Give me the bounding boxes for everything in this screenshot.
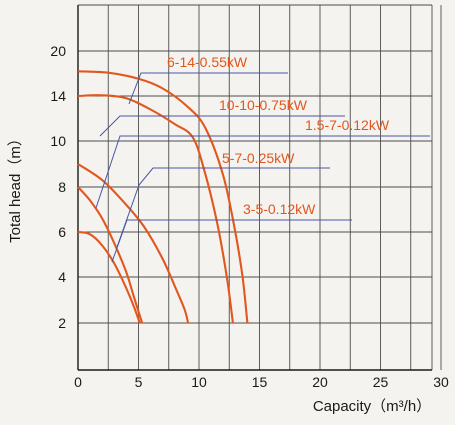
performance-curve — [77, 186, 144, 324]
performance-curve — [77, 94, 234, 324]
y-tick-label: 2 — [58, 315, 66, 331]
y-axis-title: Total head（m） — [7, 131, 24, 243]
label-leader-line — [111, 219, 243, 263]
series-label: 3-5-0.12kW — [243, 201, 316, 217]
x-tick-label: 20 — [312, 374, 328, 390]
y-tick-label: 8 — [58, 179, 66, 195]
y-tick-label: 10 — [50, 133, 66, 149]
x-tick-label: 0 — [74, 374, 82, 390]
label-leader-line — [116, 167, 220, 248]
performance-curve — [77, 230, 141, 324]
x-tick-label: 5 — [135, 374, 143, 390]
series-label: 1.5-7-0.12kW — [305, 117, 390, 133]
x-tick-label: 15 — [252, 374, 268, 390]
performance-curve — [77, 70, 249, 324]
series-label: 10-10-0.75kW — [219, 97, 308, 113]
x-tick-label: 10 — [191, 374, 207, 390]
x-axis-title: Capacity（m³/h） — [313, 398, 431, 415]
label-leader-line — [95, 135, 305, 209]
x-tick-label: 30 — [433, 374, 449, 390]
y-tick-label: 20 — [50, 43, 66, 59]
series-label: 6-14-0.55kW — [167, 54, 248, 70]
plot-area — [78, 5, 432, 370]
series-label: 5-7-0.25kW — [222, 150, 295, 166]
y-tick-label: 4 — [58, 269, 66, 285]
y-tick-label: 14 — [50, 88, 66, 104]
x-tick-label: 25 — [373, 374, 389, 390]
label-leader-line — [128, 72, 165, 105]
label-leader-line — [99, 115, 217, 137]
y-tick-label: 6 — [58, 224, 66, 240]
